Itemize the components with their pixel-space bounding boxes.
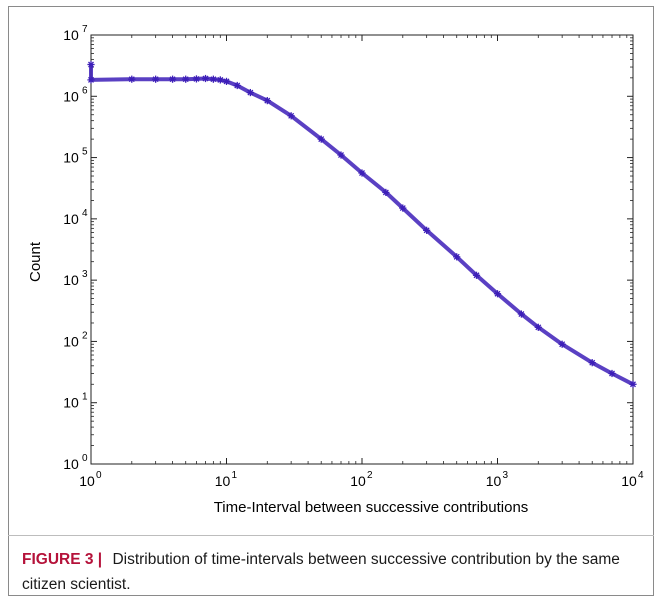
scatter-chart: 10 0 10 1 10 2 10 3 10 410 010 110 210 310 410 510 610 7 … (27, 24, 644, 516)
x-tick-label: 10 (621, 473, 637, 489)
y-tick-exponent: 0 (82, 453, 88, 464)
y-tick-exponent: 2 (82, 330, 88, 341)
x-tick-exponent: 0 (96, 470, 102, 481)
y-tick-exponent: 5 (82, 147, 88, 158)
data-point (263, 97, 271, 105)
data-point (382, 188, 390, 197)
data-point (588, 359, 596, 367)
data-point (608, 369, 616, 378)
y-tick-exponent: 4 (82, 208, 88, 219)
data-point (128, 75, 136, 83)
x-tick-label: 10 (486, 473, 502, 489)
x-tick-label: 10 (350, 473, 366, 489)
figure-label: FIGURE 3 (22, 551, 94, 568)
y-tick-exponent: 6 (82, 85, 88, 96)
figure-caption: FIGURE 3 | Distribution of time-interval… (22, 547, 642, 597)
data-point (168, 75, 177, 83)
data-point (399, 204, 407, 212)
data-point (472, 271, 481, 279)
x-tick-exponent: 1 (232, 470, 238, 481)
y-tick-label: 10 (63, 395, 79, 411)
x-tick-exponent: 2 (367, 470, 373, 481)
series-line (89, 64, 634, 387)
data-point (87, 76, 95, 84)
data-point (216, 76, 224, 84)
caption-separator (8, 535, 654, 536)
data-point (209, 75, 217, 83)
data-point (152, 75, 160, 83)
y-tick-label: 10 (63, 333, 79, 349)
x-tick-exponent: 3 (503, 470, 509, 481)
data-point (629, 380, 637, 388)
y-axis-label: Count (27, 241, 44, 282)
data-point (423, 226, 431, 234)
y-tick-exponent: 7 (82, 24, 88, 35)
x-axis-label: Time-Interval between successive contrib… (214, 499, 529, 516)
data-point (534, 323, 542, 331)
data-point (453, 253, 461, 261)
data-point (493, 290, 502, 298)
plot-area: 10 0 10 1 10 2 10 3 10 410 010 110 210 310 410 510 610 7 (63, 24, 644, 489)
data-point (246, 88, 254, 97)
data-point (222, 77, 231, 85)
y-tick-label: 10 (63, 150, 79, 166)
y-tick-exponent: 3 (82, 269, 88, 280)
data-point (192, 75, 201, 83)
data-point (358, 169, 366, 177)
x-tick-label: 10 (215, 473, 231, 489)
y-tick-label: 10 (63, 272, 79, 288)
y-tick-label: 10 (63, 88, 79, 104)
data-point (517, 310, 525, 318)
y-tick-label: 10 (63, 27, 79, 43)
caption-text: Distribution of time-intervals between s… (22, 551, 620, 593)
data-point (182, 75, 190, 83)
data-point (233, 81, 241, 90)
y-tick-label: 10 (63, 456, 79, 472)
y-tick-label: 10 (63, 211, 79, 227)
data-point (317, 135, 325, 143)
data-point (87, 60, 95, 69)
data-point (201, 74, 210, 83)
figure-frame (8, 6, 654, 596)
data-point (287, 112, 295, 120)
x-tick-label: 10 (79, 473, 95, 489)
x-tick-exponent: 4 (638, 470, 644, 481)
axes-box (90, 34, 634, 465)
data-point (337, 151, 345, 159)
figure-separator: | (97, 551, 103, 568)
data-point (558, 340, 566, 348)
y-tick-exponent: 1 (82, 392, 88, 403)
